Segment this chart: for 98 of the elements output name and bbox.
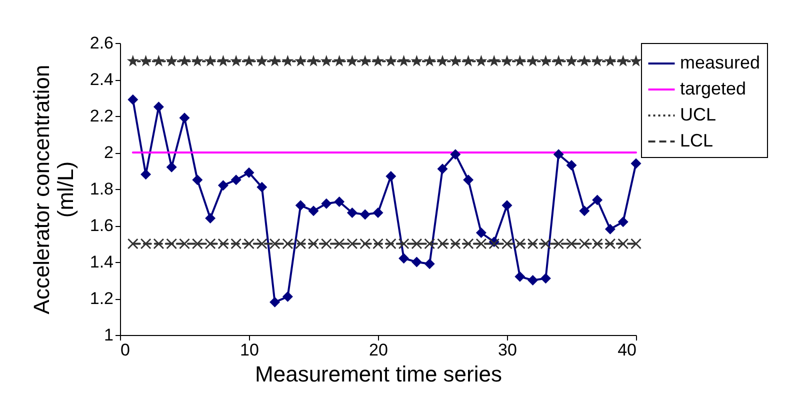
point [398,54,410,66]
point [282,54,294,66]
point [166,162,177,172]
point [230,174,242,186]
point [565,54,578,66]
y-tick-label: 1.8 [90,180,114,198]
point [579,206,590,216]
point [294,54,307,66]
point [321,198,332,209]
point [268,54,281,66]
point [346,207,358,218]
legend-label: UCL [680,104,716,124]
point [372,207,384,218]
point [384,54,397,66]
point [359,54,372,66]
point [152,54,165,66]
point [204,54,216,66]
point [179,112,190,124]
y-axis-title: Accelerator concentration (ml/L) [28,64,78,314]
point [618,216,628,228]
point [514,54,526,66]
point [604,224,616,234]
point [386,170,396,182]
point [630,158,642,169]
point [307,54,320,66]
point [552,54,565,66]
point [540,54,552,66]
point [514,271,526,282]
point [463,174,474,186]
point [230,54,242,66]
legend-label: targeted [680,78,746,98]
y-tick-label: 1.2 [90,289,114,308]
y-tick-label: 1 [104,326,114,344]
point [424,258,435,270]
point [398,253,410,264]
point [462,54,474,66]
point [592,194,603,206]
x-tick-label: 30 [498,340,517,360]
point [500,54,514,66]
point [424,54,436,66]
point [488,54,500,66]
point [256,54,268,66]
point [192,174,203,186]
point [242,54,256,66]
y-tick-label: 2.2 [90,106,114,126]
point [553,149,564,160]
point [191,54,204,66]
point [591,54,604,66]
point [217,54,230,66]
legend-label: LCL [680,130,714,150]
point [475,54,488,66]
point [411,256,422,268]
point [282,291,293,302]
point [360,209,370,220]
point [437,164,448,174]
point [333,54,346,66]
x-tick-label: 10 [240,340,259,360]
point [346,54,358,66]
point [140,169,152,180]
point [295,200,306,211]
x-axis-title: Measurement time series [255,362,502,386]
point [256,182,268,192]
y-tick-label: 1.4 [90,252,114,272]
point [578,54,590,66]
point [334,196,345,208]
point [178,54,191,66]
point [450,149,461,160]
point [140,54,152,66]
point [436,54,449,66]
point [128,94,138,105]
point [528,275,538,286]
point [604,54,616,66]
point [449,54,462,66]
point [526,54,539,66]
legend-label: measured [680,52,760,72]
point [244,167,254,178]
point [320,54,332,66]
x-tick-label: 40 [618,340,636,360]
y-tick-label: 1.6 [90,216,114,235]
point [540,273,551,284]
point [308,206,319,216]
point [372,54,384,66]
point [126,54,139,66]
point [166,54,178,66]
point [270,296,280,308]
point [476,228,486,238]
y-tick-label: 2.4 [90,70,114,89]
point [410,54,423,66]
point [630,54,642,66]
x-tick-label: 0 [120,340,130,360]
point [617,54,630,66]
point [566,160,577,171]
point [502,200,512,211]
y-tick-label: 2 [104,143,114,162]
x-tick-label: 20 [369,340,388,360]
y-tick-label: 2.6 [90,34,114,52]
point [205,212,216,224]
point [218,180,228,191]
